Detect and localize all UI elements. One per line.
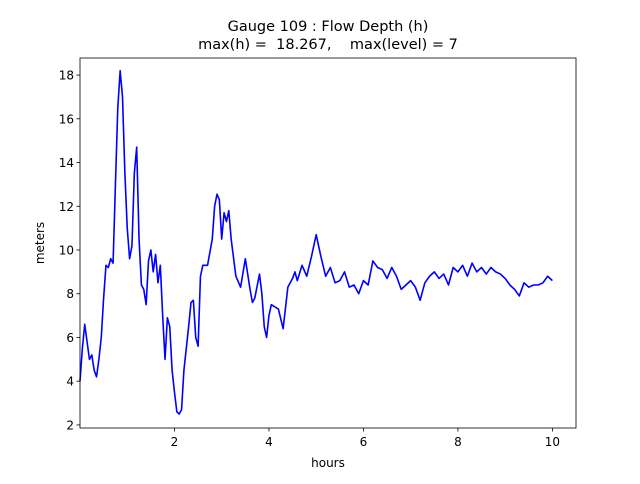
- x-axis-label: hours: [311, 456, 345, 470]
- x-tick-label: 8: [454, 435, 462, 449]
- y-tick-label: 2: [66, 418, 74, 432]
- x-tick-label: 4: [265, 435, 273, 449]
- y-tick-label: 4: [66, 375, 74, 389]
- y-tick-label: 18: [59, 69, 74, 83]
- x-tick-label: 2: [171, 435, 179, 449]
- line-series: [79, 69, 553, 415]
- x-tick-label: 10: [545, 435, 560, 449]
- y-tick-label: 6: [66, 331, 74, 345]
- y-tick-label: 16: [59, 112, 74, 126]
- y-tick-label: 10: [59, 243, 74, 257]
- y-tick-label: 8: [66, 287, 74, 301]
- y-tick-label: 14: [59, 156, 74, 170]
- chart-subtitle: max(h) = 18.267, max(level) = 7: [198, 37, 458, 53]
- y-axis-label: meters: [33, 222, 47, 264]
- plot-frame: [79, 57, 577, 429]
- y-tick-label: 12: [59, 200, 74, 214]
- x-tick-label: 6: [360, 435, 368, 449]
- chart-title: Gauge 109 : Flow Depth (h): [228, 19, 429, 35]
